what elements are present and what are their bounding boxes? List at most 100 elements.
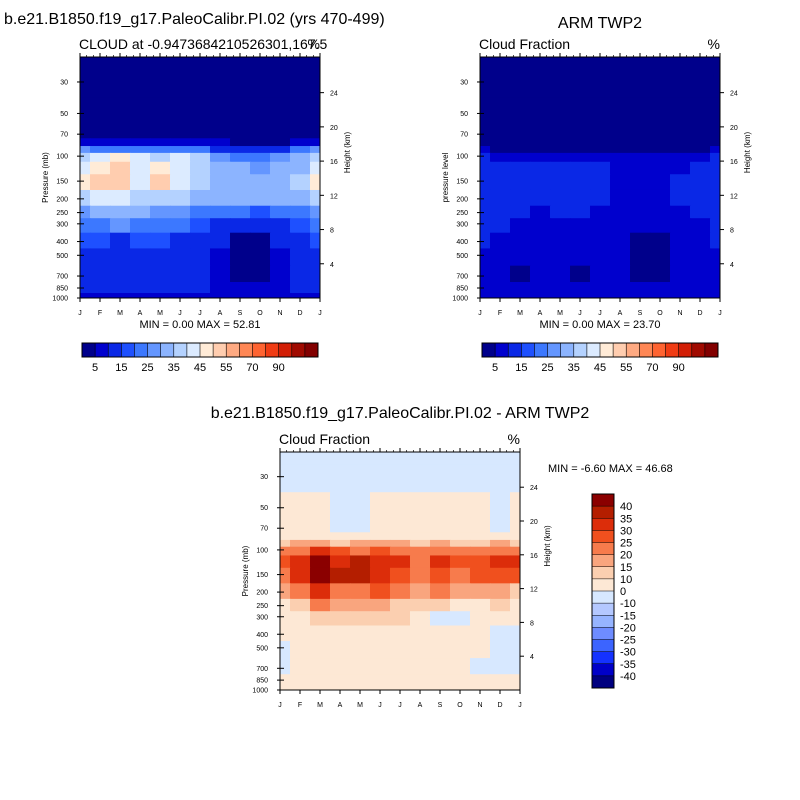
heatmap-cell (550, 97, 571, 125)
heatmap-cell (250, 248, 271, 267)
heatmap-cell (390, 452, 411, 465)
x-tick-label: J (598, 310, 602, 317)
heatmap-cell (90, 189, 111, 207)
heatmap-cell (710, 282, 720, 294)
colorbar-swatch (600, 343, 614, 357)
heatmap-cell (290, 658, 311, 675)
heatmap-cell (650, 174, 671, 191)
heatmap-cell (280, 492, 291, 519)
heatmap-cell (450, 611, 471, 627)
heatmap-cell (450, 674, 471, 686)
heatmap-cell (310, 69, 320, 99)
heatmap-cell (270, 205, 291, 219)
heatmap-cell (470, 539, 491, 548)
x-tick-label: J (378, 702, 382, 709)
heatmap-cell (280, 539, 291, 548)
heatmap-cell (110, 248, 131, 267)
heatmap-cell (630, 292, 651, 298)
heatmap-cell (190, 146, 211, 154)
heatmap-cell (350, 464, 371, 493)
heatmap-cell (430, 464, 451, 493)
y-tick-label: 1000 (452, 296, 468, 303)
heatmap-cell (570, 218, 591, 234)
heatmap-cell (450, 567, 471, 584)
heatmap-cell (510, 611, 520, 627)
heatmap-cell (290, 546, 311, 557)
heatmap-cell (690, 292, 711, 298)
heatmap-cell (350, 555, 371, 569)
right-axis-label: Height (km) (543, 525, 552, 567)
heatmap-cell (530, 218, 551, 234)
heatmap-cell (210, 205, 231, 219)
heatmap-cell (430, 598, 451, 612)
heatmap-cell (710, 232, 720, 250)
colorbar-swatch (147, 343, 161, 357)
heatmap-cell (510, 146, 531, 154)
heatmap-cell (230, 57, 251, 71)
heatmap-cell (510, 598, 520, 612)
colorbar-label: 35 (568, 362, 580, 374)
heatmap-cell (490, 611, 511, 627)
heatmap-cell (650, 123, 671, 139)
colorbar-label: -35 (620, 659, 636, 671)
heatmap-cell (310, 205, 320, 219)
colorbar-swatch (652, 343, 666, 357)
heatmap-cell (480, 232, 491, 250)
heatmap-cell (150, 282, 171, 294)
heatmap-cell (490, 161, 511, 175)
colorbar-swatch (626, 343, 640, 357)
heatmap-cell (90, 248, 111, 267)
y-tick-label: 50 (260, 505, 268, 512)
heatmap-cell (630, 232, 651, 250)
heatmap-cell (80, 189, 91, 207)
heatmap-cell (430, 539, 451, 548)
heatmap-cell (350, 492, 371, 519)
heatmap-cell (450, 598, 471, 612)
colorbar-swatch (592, 506, 614, 519)
heatmap-cell (480, 97, 491, 125)
heatmap-cell (270, 69, 291, 99)
colorbar-label: 70 (246, 362, 258, 374)
colorbar-label: 15 (115, 362, 127, 374)
heatmap-cell (310, 517, 331, 533)
heatmap-cell (170, 232, 191, 250)
heatmap-cell (410, 555, 431, 569)
y-tick-label: 70 (460, 132, 468, 139)
heatmap-cell (490, 555, 511, 569)
heatmap-cell (210, 265, 231, 283)
heatmap-cell (470, 674, 491, 686)
heatmap-cell (250, 123, 271, 139)
heatmap-cell (510, 161, 531, 175)
right-tick-label: 12 (330, 193, 338, 200)
heatmap-cell (690, 152, 711, 163)
heatmap-cell (470, 492, 491, 519)
colorbar-swatch (704, 343, 719, 357)
heatmap-cell (170, 218, 191, 234)
heatmap-cell (170, 248, 191, 267)
heatmap-cell (490, 232, 511, 250)
heatmap-cell (480, 265, 491, 283)
heatmap-cell (470, 641, 491, 659)
colorbar-swatch (691, 343, 706, 357)
heatmap-cell (330, 674, 351, 686)
heatmap-cell (330, 539, 351, 548)
colorbar-label: -20 (620, 622, 636, 634)
heatmap-cell (230, 174, 251, 191)
heatmap-cell (130, 161, 151, 175)
heatmap-cell (210, 123, 231, 139)
heatmap-cell (170, 282, 191, 294)
heatmap-cell (470, 546, 491, 557)
heatmap-cell (170, 292, 191, 298)
heatmap-cell (630, 265, 651, 283)
heatmap-cell (450, 658, 471, 675)
heatmap-cell (570, 161, 591, 175)
heatmap-cell (150, 218, 171, 234)
colorbar-label: 45 (594, 362, 606, 374)
x-tick-label: O (457, 702, 463, 709)
y-tick-label: 400 (256, 632, 268, 639)
stats-label: MIN = 0.00 MAX = 52.81 (139, 319, 260, 331)
heatmap-cell (480, 152, 491, 163)
heatmap-cell (330, 611, 351, 627)
heatmap-cell (610, 161, 631, 175)
heatmap-cell (650, 189, 671, 207)
